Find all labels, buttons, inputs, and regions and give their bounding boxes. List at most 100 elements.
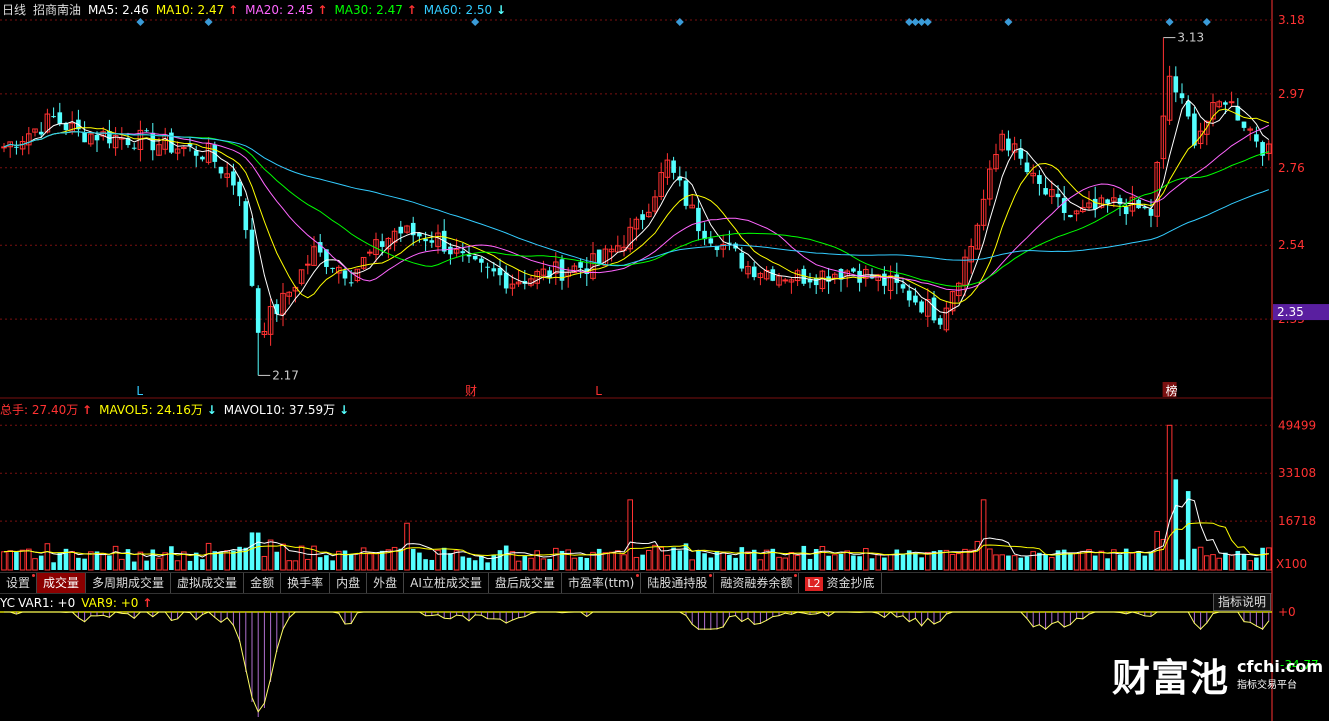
tab-10[interactable]: 市盈率(ttm) <box>562 573 642 593</box>
candle-body <box>1105 199 1110 204</box>
watermark-url: cfchi.com <box>1237 657 1324 676</box>
var9-line <box>4 611 1270 713</box>
candle-body <box>144 130 149 132</box>
candle-body <box>398 226 404 234</box>
volume-bar <box>1011 555 1018 571</box>
volume-bar <box>571 557 578 571</box>
candle-body <box>584 268 590 274</box>
candle-body <box>1160 115 1167 160</box>
volume-bar <box>937 550 943 570</box>
indicator-explain-button[interactable]: 指标说明 <box>1213 593 1271 611</box>
volume-bar <box>919 557 924 570</box>
candle-body <box>727 242 732 244</box>
volume-bar <box>472 560 478 570</box>
volume-bar <box>1073 552 1080 571</box>
candle-body <box>1142 206 1148 209</box>
candle-body <box>448 246 453 255</box>
candle-body <box>887 275 894 291</box>
volume-bar <box>317 557 323 570</box>
candle-body <box>342 270 348 279</box>
volume-bar <box>82 558 87 570</box>
volume-bar <box>88 551 94 571</box>
tab-label: 换手率 <box>287 576 324 590</box>
candle-body <box>1092 198 1098 210</box>
volume-bar <box>608 551 615 571</box>
volume-bar <box>137 551 144 571</box>
volume-bar <box>980 499 987 571</box>
volume-bar <box>776 556 782 571</box>
volume-bar <box>280 543 286 571</box>
volume-bar <box>702 553 707 570</box>
candle-body <box>330 267 335 269</box>
volume-bar <box>324 555 329 570</box>
tab-3[interactable]: 虚拟成交量 <box>171 573 245 593</box>
tab-8[interactable]: AI立桩成交量 <box>404 573 489 593</box>
volume-bar <box>1043 554 1048 570</box>
volume-bar <box>348 554 354 570</box>
candle-body <box>900 284 906 289</box>
candle-body <box>311 246 317 266</box>
ma20-label: MA20: 2.45 ↑ <box>245 3 328 17</box>
candle-body <box>1030 172 1037 177</box>
tab-12[interactable]: 融资融券余额 <box>714 573 800 593</box>
volume-bar <box>187 560 193 570</box>
volume-bar <box>1 551 7 571</box>
volume-bar <box>1123 548 1129 570</box>
tab-9[interactable]: 盘后成交量 <box>489 573 562 593</box>
volume-bar <box>1024 556 1030 570</box>
candle-body <box>571 265 578 274</box>
tab-7[interactable]: 外盘 <box>367 573 405 593</box>
volume-bar <box>193 552 199 570</box>
volume-bar <box>913 552 918 570</box>
tab-1[interactable]: 成交量 <box>37 573 87 593</box>
volume-bar <box>547 558 552 570</box>
volume-bar <box>751 549 757 570</box>
candle-body <box>931 297 937 321</box>
tab-11[interactable]: 陆股通持股 <box>641 573 715 593</box>
tab-label: 设置 <box>6 576 31 590</box>
volume-bar <box>1049 557 1055 571</box>
candle-body <box>763 270 770 280</box>
tab-5[interactable]: 换手率 <box>281 573 331 593</box>
volume-bar <box>602 552 609 571</box>
candle-body <box>596 249 602 264</box>
candle-body <box>32 128 38 133</box>
candle-body <box>51 116 56 118</box>
candle-body <box>652 196 658 212</box>
indicator-bottom-label: -34.77 <box>1280 658 1319 672</box>
tab-label: 盘后成交量 <box>494 576 555 590</box>
candle-body <box>38 131 44 135</box>
volume-bar <box>237 546 242 570</box>
volume-bar <box>739 547 745 570</box>
volume-bar <box>1142 555 1148 570</box>
volume-bar <box>770 548 776 570</box>
volume-bar <box>689 559 696 571</box>
volume-bar <box>1030 551 1037 571</box>
tab-13[interactable]: L2 资金抄底 <box>799 573 882 593</box>
tab-6[interactable]: 内盘 <box>330 573 368 593</box>
volume-bar <box>894 549 900 570</box>
volume-bar <box>1006 555 1011 570</box>
candle-body <box>1179 93 1185 99</box>
volume-bar <box>38 555 44 570</box>
volume-bar <box>1247 560 1254 571</box>
tab-4[interactable]: 金额 <box>244 573 282 593</box>
candle-body <box>261 330 268 335</box>
candle-body <box>1148 208 1154 216</box>
volume-bar <box>708 557 714 570</box>
volume-bar <box>125 549 131 570</box>
tab-0[interactable]: 设置 <box>0 573 38 593</box>
volume-bar <box>720 551 727 571</box>
volume-bar <box>385 549 392 571</box>
candle-body <box>677 176 683 181</box>
volume-bar <box>336 550 342 571</box>
volume-bar <box>578 556 583 570</box>
candle-body <box>627 226 634 250</box>
price-header: 日线 招商南油 MA5: 2.46 MA10: 2.47 ↑ MA20: 2.45 ↑ M… <box>2 2 513 18</box>
candle-body <box>174 148 181 154</box>
volume-bar <box>615 550 621 571</box>
candle-body <box>1173 76 1179 93</box>
tab-2[interactable]: 多周期成交量 <box>86 573 172 593</box>
candle-body <box>218 166 224 174</box>
